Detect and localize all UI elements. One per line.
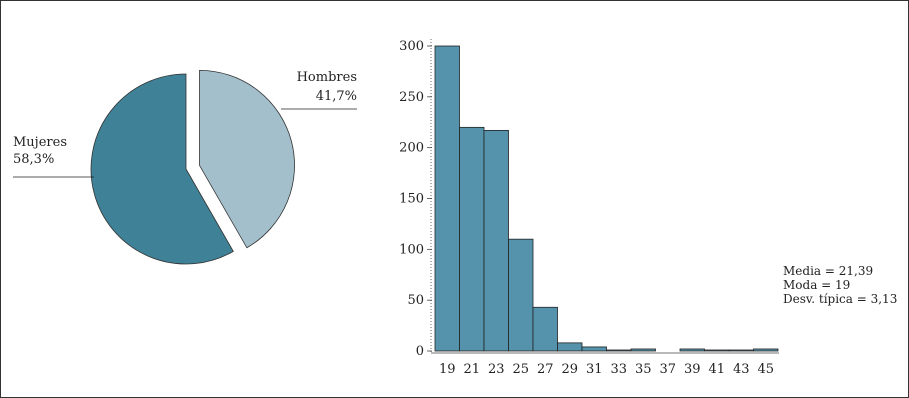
y-tick-label: 100: [399, 242, 424, 257]
histogram-bar-33: [606, 349, 632, 352]
x-tick-label: 43: [733, 362, 750, 377]
x-tick-label: 29: [561, 362, 578, 377]
mujeres-label: Mujeres: [13, 135, 67, 150]
y-tick-label: 0: [416, 344, 424, 359]
x-tick-label: 23: [488, 362, 505, 377]
x-tick-label: 19: [439, 362, 456, 377]
x-tick-label: 41: [708, 362, 725, 377]
y-tick-label: 250: [399, 90, 424, 105]
hombres-percent: 41,7%: [316, 89, 357, 104]
histogram-bar-45: [753, 348, 779, 352]
histogram-bar-29: [557, 342, 583, 352]
y-tick-label: 200: [399, 141, 424, 156]
pie-slice-mujeres: [90, 73, 234, 265]
histogram-bar-23: [483, 129, 509, 352]
x-tick-label: 33: [610, 362, 627, 377]
x-tick-label: 21: [463, 362, 480, 377]
histogram-chart: 0 50 100 150 200 250 300 19 21 23 25 27 29 31 33 35 37 39…: [399, 39, 897, 377]
x-tick-label: 27: [537, 362, 554, 377]
histogram-bar-21: [459, 126, 485, 352]
histogram-bar-43: [728, 349, 754, 352]
y-tick-label: 300: [399, 39, 424, 54]
x-tick-label: 35: [635, 362, 652, 377]
mujeres-percent: 58,3%: [13, 152, 54, 167]
histogram-bar-27: [532, 306, 558, 352]
histogram-bar-41: [704, 349, 730, 352]
x-tick-label: 45: [757, 362, 774, 377]
histogram-bar-25: [508, 238, 534, 352]
histogram-bar-19: [434, 45, 460, 352]
x-tick-label: 25: [512, 362, 529, 377]
pie-chart: Mujeres 58,3% Hombres 41,7%: [13, 69, 357, 265]
x-tick-label: 37: [659, 362, 676, 377]
stat-moda: Moda = 19: [783, 278, 850, 292]
histogram-bar-35: [630, 348, 656, 352]
hombres-label: Hombres: [297, 70, 357, 85]
histogram-bar-31: [581, 346, 607, 352]
histogram-bar-39: [679, 348, 705, 352]
stat-desv-tipica: Desv. típica = 3,13: [783, 292, 897, 306]
y-tick-label: 150: [399, 192, 424, 207]
pie-slice-hombres: [199, 69, 295, 249]
x-tick-label: 31: [586, 362, 603, 377]
y-tick-label: 50: [407, 293, 424, 308]
stat-media: Media = 21,39: [783, 264, 873, 278]
x-tick-label: 39: [684, 362, 701, 377]
